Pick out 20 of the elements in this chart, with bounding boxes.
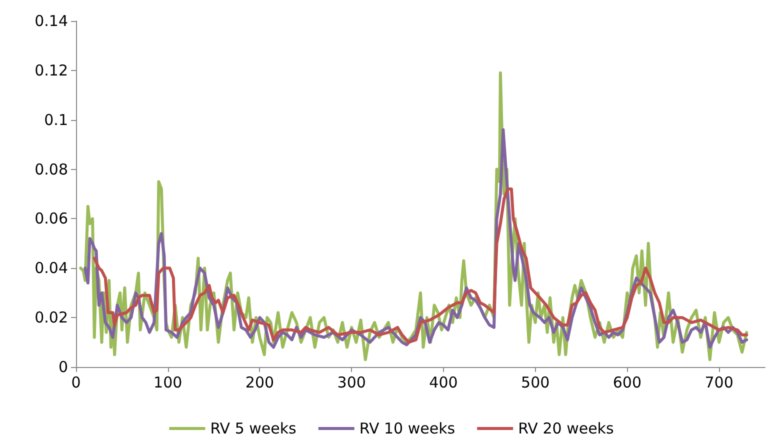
x-tick-label: 0 (71, 374, 81, 392)
x-tick-label: 500 (521, 374, 550, 392)
x-tick-label: 700 (704, 374, 734, 392)
y-tick-label: 0.08 (34, 160, 68, 178)
y-tick-label: 0.12 (34, 61, 68, 80)
y-tick-label: 0.02 (34, 308, 68, 327)
y-tick-label: 0.14 (34, 12, 68, 30)
y-tick-label: 0 (58, 358, 68, 376)
y-tick-label: 0.04 (34, 259, 68, 278)
y-tick-label: 0.06 (34, 210, 68, 228)
y-tick-label: 0.1 (44, 110, 68, 129)
x-tick-label: 300 (337, 374, 366, 392)
line-series (92, 188, 748, 344)
legend-label: RV 20 weeks (518, 420, 614, 438)
legend-label: RV 5 weeks (210, 420, 297, 438)
x-tick-label: 100 (154, 374, 182, 392)
x-tick-label: 600 (612, 374, 642, 392)
legend-label: RV 10 weeks (359, 420, 456, 438)
x-tick-label: 400 (429, 374, 458, 392)
x-tick-label: 200 (245, 374, 274, 392)
